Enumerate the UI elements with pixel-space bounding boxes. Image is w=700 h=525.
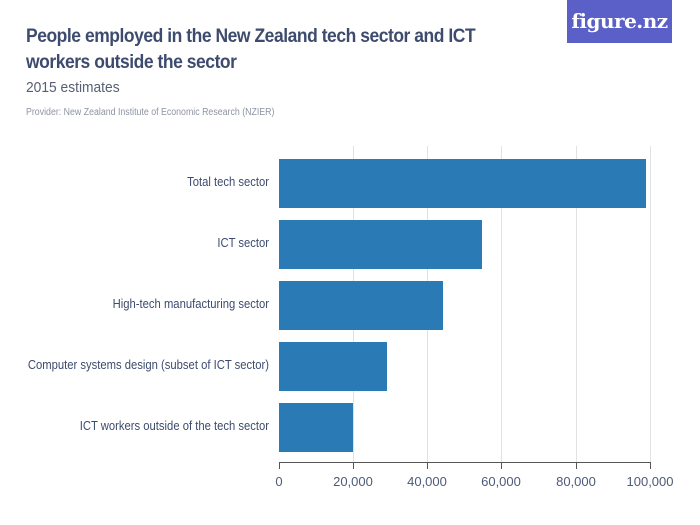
x-tick-label: 80,000 [556,474,596,489]
x-tick-label: 0 [275,474,283,489]
category-label: ICT sector [217,236,269,250]
x-tick [353,462,354,469]
bar-total-tech-sector[interactable] [279,159,646,208]
category-label: Computer systems design (subset of ICT s… [27,358,269,372]
bar-computer-systems-design[interactable] [279,342,387,391]
category-label: Total tech sector [187,175,269,189]
x-tick [427,462,428,469]
x-tick-label: 20,000 [333,474,373,489]
provider-credit: Provider: New Zealand Institute of Econo… [26,107,275,118]
x-tick [279,462,280,469]
chart-title: People employed in the New Zealand tech … [26,26,476,73]
category-label: High-tech manufacturing sector [112,297,270,311]
category-label: ICT workers outside of the tech sector [79,419,269,433]
bar-high-tech-manufacturing[interactable] [279,281,443,330]
x-tick [650,462,651,469]
x-axis [279,462,651,463]
bar-ict-sector[interactable] [279,220,482,269]
x-tick-label: 40,000 [407,474,447,489]
x-tick [501,462,502,469]
figure-nz-logo[interactable]: figure.nz [567,0,672,43]
gridline [576,146,577,462]
x-tick [576,462,577,469]
x-tick-label: 100,000 [626,474,674,489]
gridline [501,146,502,462]
gridline [650,146,651,462]
bar-ict-workers-outside[interactable] [279,403,353,452]
x-tick-label: 60,000 [481,474,521,489]
chart-subtitle: 2015 estimates [26,79,120,96]
